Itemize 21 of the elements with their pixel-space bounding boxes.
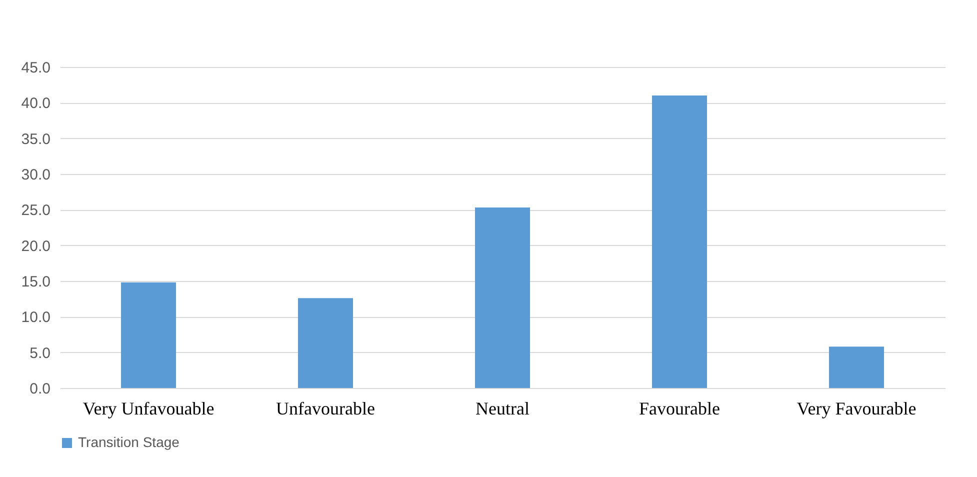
legend-label: Transition Stage: [78, 434, 180, 450]
y-tick-label: 20.0: [21, 238, 50, 255]
x-tick-label: Unfavourable: [276, 398, 375, 418]
y-tick-label: 0.0: [30, 380, 50, 398]
y-tick-label: 40.0: [21, 95, 50, 112]
y-tick-label: 5.0: [30, 344, 50, 362]
y-tick-label: 35.0: [21, 130, 50, 148]
y-tick-label: 30.0: [21, 166, 50, 184]
y-tick-label: 25.0: [21, 202, 50, 220]
x-tick-label: Very Unfavouable: [82, 398, 214, 418]
x-tick-label: Very Favourable: [796, 398, 916, 418]
y-tick-label: 10.0: [21, 309, 50, 326]
y-tick-label: 15.0: [21, 274, 50, 290]
bar: [652, 96, 707, 388]
bar: [121, 282, 176, 388]
bar: [829, 346, 884, 388]
y-tick-label: 45.0: [21, 60, 50, 76]
x-tick-label: Neutral: [476, 398, 530, 418]
x-tick-label: Favourable: [639, 398, 720, 418]
bar: [475, 208, 530, 388]
bar: [298, 298, 353, 388]
